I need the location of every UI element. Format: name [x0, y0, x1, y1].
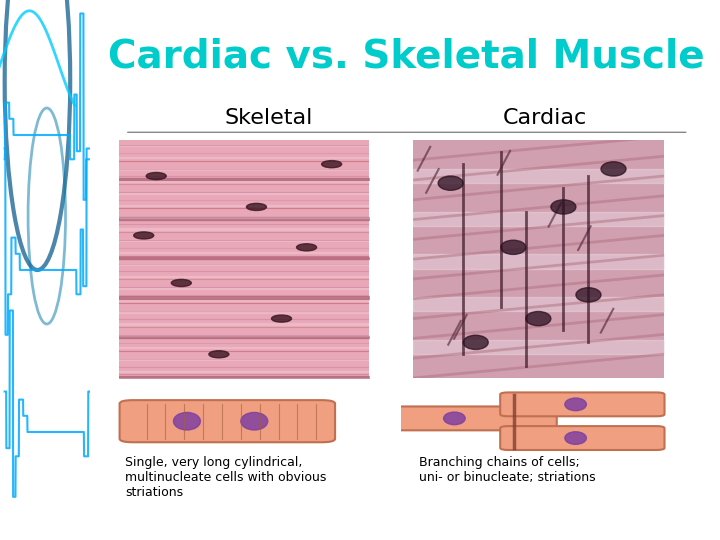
Text: Cardiac: Cardiac [503, 108, 587, 128]
Ellipse shape [322, 160, 342, 168]
Ellipse shape [501, 240, 526, 254]
Ellipse shape [601, 162, 626, 176]
Ellipse shape [246, 204, 266, 211]
Ellipse shape [463, 335, 488, 349]
FancyBboxPatch shape [500, 426, 665, 450]
FancyBboxPatch shape [120, 400, 335, 442]
Ellipse shape [146, 172, 166, 180]
Ellipse shape [209, 350, 229, 358]
Ellipse shape [576, 288, 601, 302]
FancyBboxPatch shape [392, 407, 557, 430]
Ellipse shape [297, 244, 317, 251]
Ellipse shape [526, 312, 551, 326]
Ellipse shape [565, 398, 586, 410]
FancyBboxPatch shape [500, 393, 665, 416]
Ellipse shape [444, 412, 465, 424]
Ellipse shape [134, 232, 154, 239]
Text: Single, very long cylindrical,
multinucleate cells with obvious
striations: Single, very long cylindrical, multinucl… [125, 456, 326, 500]
Text: Cardiac vs. Skeletal Muscle: Cardiac vs. Skeletal Muscle [109, 38, 705, 76]
Ellipse shape [240, 413, 268, 430]
Ellipse shape [271, 315, 292, 322]
Ellipse shape [174, 413, 200, 430]
Ellipse shape [438, 176, 463, 190]
Text: Skeletal: Skeletal [225, 108, 313, 128]
Ellipse shape [565, 432, 586, 444]
Text: Branching chains of cells;
uni- or binucleate; striations: Branching chains of cells; uni- or binuc… [419, 456, 596, 484]
Ellipse shape [551, 200, 576, 214]
Ellipse shape [171, 279, 192, 287]
